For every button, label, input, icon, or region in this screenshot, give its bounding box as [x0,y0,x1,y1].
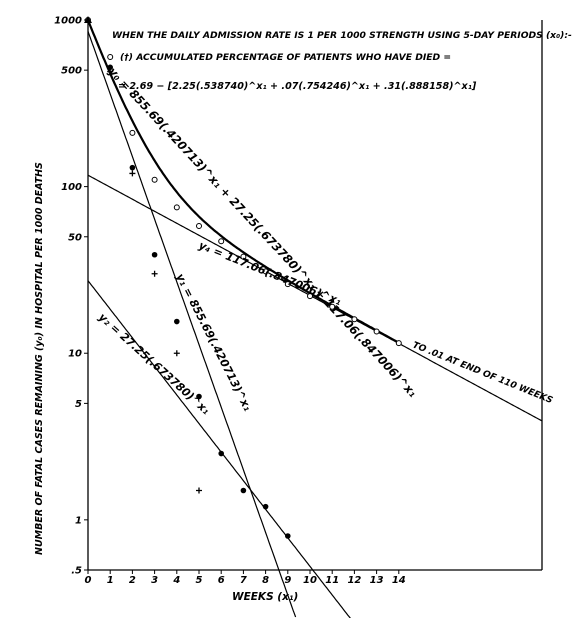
y-tick-label: .5 [71,566,82,577]
y-tick-label: 500 [61,66,82,77]
y-tick-label: 5 [75,399,82,410]
x-tick-label: 8 [262,575,269,586]
plus-point [129,170,136,177]
solid-dot-point [262,503,269,510]
x-tick-label: 7 [240,575,247,586]
fitted-lines [86,19,543,618]
y-tick-label: 1 [75,515,82,526]
x-tick-label: 5 [196,575,203,586]
y-tick-label: 100 [61,182,82,193]
plot-frame [87,20,543,571]
y4-line [87,174,543,422]
x-tick-label: 9 [284,575,291,586]
y-axis-label: NUMBER OF FATAL CASES REMAINING (y₀) IN … [34,162,45,555]
solid-dot-point [196,393,202,400]
y-tick-label: 50 [68,232,82,243]
open-circle-point [284,281,291,288]
plus-point [151,270,158,277]
x-tick-label: 3 [151,575,158,586]
x-tick-label: 0 [85,575,92,586]
y1-line [87,31,297,618]
open-circle-point [240,253,247,260]
x-tick-label: 1 [107,575,114,586]
x-tick-label: 11 [325,575,339,586]
solid-dot-point [151,251,158,258]
open-circle-point [129,129,136,136]
open-circle-point [351,316,358,323]
open-circle-point [151,176,158,183]
open-circle-point [173,204,180,211]
plus-point [173,350,180,357]
y-tick-label: 1000 [54,16,82,27]
chart-formula: = 2.69 − [2.25(.538740)^x₁ + .07(.754246… [118,81,477,92]
solid-dot-point [285,533,291,539]
x-tick-label: 2 [129,575,136,586]
x-tick-label: 12 [347,575,361,586]
solid-dot-point [129,164,136,171]
x-tick-label: 6 [218,575,225,586]
open-circle-point [373,328,380,335]
solid-dot-point [174,318,180,325]
x-tick-label: 10 [303,575,317,586]
y-tick-label: 10 [68,349,82,360]
x-axis-label: WEEKS (x₁) [232,591,298,603]
x-tick-label: 14 [392,575,406,586]
open-circle-point [262,268,269,275]
data-points [84,16,402,539]
chart-title: WHEN THE DAILY ADMISSION RATE IS 1 PER 1… [112,30,572,41]
solid-dot-point [240,487,247,494]
plus-point [196,487,202,494]
solid-dot-point [218,450,224,457]
chart-subtitle: (†) ACCUMULATED PERCENTAGE OF PATIENTS W… [120,52,451,63]
x-tick-label: 13 [370,575,384,586]
open-circle-point [196,223,202,230]
solid-dot-point [107,64,113,71]
open-circle-point [307,293,313,300]
open-circle-point [329,303,336,310]
x-tick-label: 4 [172,575,180,586]
open-circle-point [218,238,225,245]
open-circle-point [395,340,402,347]
open-circle-point [107,53,114,60]
total-curve [86,19,400,344]
y2-line [87,280,351,618]
